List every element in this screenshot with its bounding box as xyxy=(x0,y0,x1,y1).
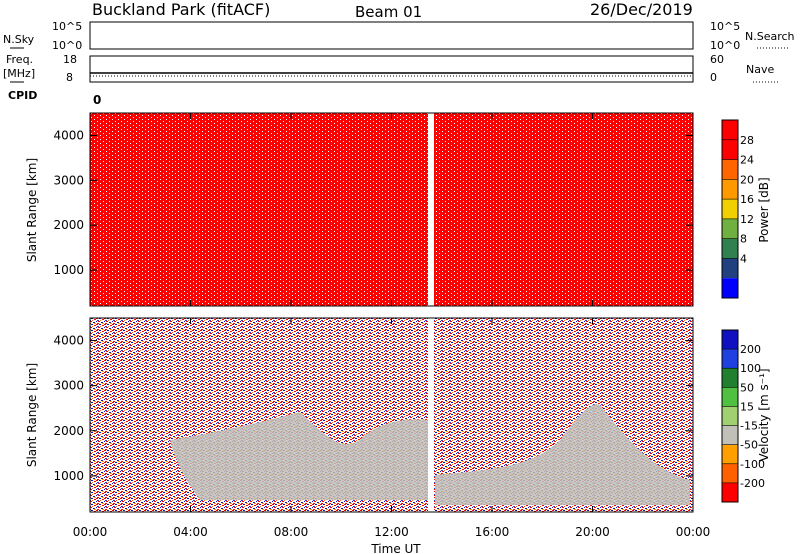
nsearch-tick-top: 10^5 xyxy=(710,20,740,33)
cpid-label: CPID xyxy=(8,89,37,102)
velocity-ytick-label: 1000 xyxy=(53,469,84,483)
x-tick-label: 04:00 xyxy=(173,525,208,539)
nsky-panel: N.Sky 10^5 10^0 10^5 10^0 N.Search xyxy=(3,20,795,52)
nave-tick-bottom: 0 xyxy=(710,71,717,84)
power-colorbar-cell xyxy=(722,278,738,298)
power-colorbar-cell xyxy=(722,238,738,259)
power-colorbar-label-value: 24 xyxy=(740,154,754,167)
x-axis: 00:00 04:00 08:00 12:00 16:00 20:00 00:00 xyxy=(73,113,711,539)
power-colorbar-label-value: 4 xyxy=(740,252,747,265)
power-colorbar-label-value: 16 xyxy=(740,193,754,206)
nsky-label: N.Sky xyxy=(3,33,35,46)
power-colorbar-label-value: 28 xyxy=(740,134,754,147)
beam-title: Beam 01 xyxy=(355,3,422,21)
power-ytick-label: 4000 xyxy=(53,128,84,142)
velocity-ground-scatter xyxy=(170,404,690,505)
velocity-colorbar-cell xyxy=(722,444,738,464)
nsearch-tick-bottom: 10^0 xyxy=(710,39,740,52)
power-colorbar-cell xyxy=(722,159,738,180)
power-ytick-label: 2000 xyxy=(53,218,84,232)
power-colorbar-frame xyxy=(721,119,739,299)
freq-tick-top: 18 xyxy=(63,53,77,66)
power-colorbar-cell xyxy=(722,120,738,140)
velocity-colorbar-label-value: -200 xyxy=(740,477,765,490)
power-ytick-label: 1000 xyxy=(53,263,84,277)
x-tick-label: 08:00 xyxy=(274,525,309,539)
velocity-colorbar-cell xyxy=(722,368,738,388)
power-data-gap xyxy=(428,113,434,306)
power-ylabel: Slant Range [km] xyxy=(25,158,39,262)
freq-label: Freq. xyxy=(6,53,33,66)
freq-panel: Freq. [MHz] 18 8 60 0 Nave CPID 0 xyxy=(3,53,778,107)
x-tick-label: 00:00 xyxy=(676,525,711,539)
velocity-colorbar: 200 100 50 15 -15 -50 -100 -200 xyxy=(721,329,765,503)
power-colorbar-cell xyxy=(722,139,738,160)
x-tick-label: 12:00 xyxy=(374,525,409,539)
power-colorbar-label-value: 8 xyxy=(740,233,747,246)
power-colorbar: 28 24 20 16 12 8 4 xyxy=(721,119,754,299)
velocity-ytick-label: 4000 xyxy=(53,334,84,348)
power-colorbar-label-value: 20 xyxy=(740,173,754,186)
velocity-ytick-label: 3000 xyxy=(53,379,84,393)
nsky-tick-top: 10^5 xyxy=(52,20,82,33)
power-ytick-label: 3000 xyxy=(53,173,84,187)
power-colorbar-cell xyxy=(722,218,738,239)
velocity-colorbar-label-value: 100 xyxy=(740,362,761,375)
velocity-ytick-label: 2000 xyxy=(53,424,84,438)
velocity-colorbar-label: Velocity [m s⁻¹] xyxy=(757,368,771,461)
power-colorbar-label-value: 12 xyxy=(740,213,754,226)
velocity-colorbar-cell xyxy=(722,406,738,426)
velocity-ylabel: Slant Range [km] xyxy=(25,363,39,467)
velocity-colorbar-cell xyxy=(722,330,738,350)
power-panel: 4000 3000 2000 1000 Slant Range [km] 28 24 20… xyxy=(25,112,771,307)
velocity-colorbar-label-value: 15 xyxy=(740,400,754,413)
freq-unit: [MHz] xyxy=(3,67,35,80)
velocity-colorbar-cell xyxy=(722,425,738,445)
nave-tick-top: 60 xyxy=(710,53,724,66)
x-tick-label: 00:00 xyxy=(73,525,108,539)
power-colorbar-cell xyxy=(722,199,738,219)
x-tick-label: 20:00 xyxy=(575,525,610,539)
velocity-colorbar-label-value: 50 xyxy=(740,381,754,394)
velocity-colorbar-frame xyxy=(721,329,739,503)
velocity-colorbar-cell xyxy=(722,387,738,407)
power-colorbar-label: Power [dB] xyxy=(757,177,771,242)
velocity-colorbar-label-value: -100 xyxy=(740,458,765,471)
x-axis-label: Time UT xyxy=(370,542,421,554)
nsearch-label: N.Search xyxy=(745,30,795,43)
velocity-colorbar-cell xyxy=(722,463,738,483)
station-title: Buckland Park (fitACF) xyxy=(92,0,270,19)
freq-tick-bottom: 8 xyxy=(66,71,73,84)
velocity-colorbar-label-value: -15 xyxy=(740,420,758,433)
nsky-tick-bottom: 10^0 xyxy=(52,39,82,52)
cpid-value: 0 xyxy=(93,93,101,107)
velocity-colorbar-cell xyxy=(722,482,738,502)
velocity-colorbar-label-value: -50 xyxy=(740,439,758,452)
nave-label: Nave xyxy=(746,63,774,76)
date-title: 26/Dec/2019 xyxy=(590,0,693,19)
velocity-data-gap xyxy=(428,318,434,512)
velocity-panel: 4000 3000 2000 1000 Slant Range [km] 200 100… xyxy=(25,317,771,513)
power-colorbar-cell xyxy=(722,179,738,200)
power-colorbar-cell xyxy=(722,258,738,279)
x-tick-label: 16:00 xyxy=(475,525,510,539)
velocity-colorbar-label-value: 200 xyxy=(740,343,761,356)
velocity-colorbar-cell xyxy=(722,349,738,369)
